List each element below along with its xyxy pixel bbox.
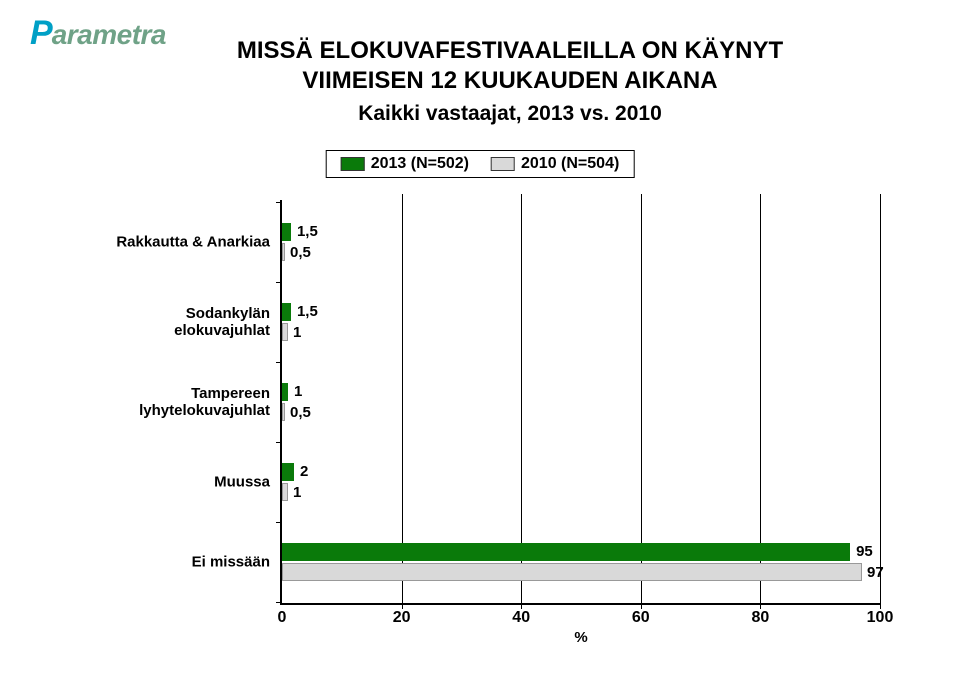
legend-label-b: 2010 (N=504) (521, 155, 619, 172)
legend-label-a: 2013 (N=502) (371, 155, 469, 172)
bar-series-a: 2 (282, 463, 294, 481)
x-tick-label: 20 (393, 609, 411, 627)
bar-group: Muussa21 (282, 463, 880, 501)
bar-value-label: 2 (294, 463, 308, 481)
x-tick-label: 0 (278, 609, 287, 627)
x-tick-label: 100 (867, 609, 894, 627)
bar-value-label: 1 (287, 324, 301, 342)
category-label: Ei missään (100, 553, 270, 570)
bar-series-a: 95 (282, 543, 850, 561)
bar-value-label: 1 (288, 383, 302, 401)
bar-value-label: 1,5 (291, 223, 318, 241)
bar-group: Ei missään9597 (282, 543, 880, 581)
bar-series-a: 1,5 (282, 303, 291, 321)
legend: 2013 (N=502) 2010 (N=504) (326, 150, 635, 178)
gridline (880, 194, 881, 609)
category-label: Sodankylänelokuvajuhlat (100, 304, 270, 339)
bar-group: Sodankylänelokuvajuhlat1,51 (282, 303, 880, 341)
bar-series-b: 0,5 (282, 243, 285, 261)
bar-group: Rakkautta & Anarkiaa1,50,5 (282, 223, 880, 261)
swatch-icon (341, 157, 365, 171)
category-label: Muussa (100, 473, 270, 490)
bar-series-b: 0,5 (282, 403, 285, 421)
swatch-icon (491, 157, 515, 171)
subtitle: Kaikki vastaajat, 2013 vs. 2010 (120, 102, 900, 126)
x-tick-label: 40 (512, 609, 530, 627)
bar-series-a: 1 (282, 383, 288, 401)
x-tick-label: 60 (632, 609, 650, 627)
legend-item-b: 2010 (N=504) (491, 155, 619, 173)
bar-group: Tampereenlyhytelokuvajuhlat10,5 (282, 383, 880, 421)
bar-value-label: 97 (861, 564, 884, 582)
bar-value-label: 1 (287, 484, 301, 502)
logo-letter: P (30, 14, 52, 52)
bar-value-label: 1,5 (291, 303, 318, 321)
bar-value-label: 0,5 (284, 404, 311, 422)
bar-series-a: 1,5 (282, 223, 291, 241)
bar-series-b: 1 (282, 483, 288, 501)
category-label: Tampereenlyhytelokuvajuhlat (100, 384, 270, 419)
title-block: MISSÄ ELOKUVAFESTIVAALEILLA ON KÄYNYT VI… (120, 36, 900, 126)
bar-series-b: 97 (282, 563, 862, 581)
legend-item-a: 2013 (N=502) (341, 155, 469, 173)
category-label: Rakkautta & Anarkiaa (100, 233, 270, 250)
x-tick-label: 80 (751, 609, 769, 627)
bar-value-label: 95 (850, 543, 873, 561)
plot-area: % 020406080100Rakkautta & Anarkiaa1,50,5… (280, 200, 880, 605)
title-line1: MISSÄ ELOKUVAFESTIVAALEILLA ON KÄYNYT (120, 36, 900, 66)
x-axis-label: % (574, 629, 587, 646)
bar-value-label: 0,5 (284, 244, 311, 262)
chart: % 0 20 40 60 80 100 Rakkautta & Anarkiaa 1,5 0,5… (100, 200, 900, 645)
title-line2: VIIMEISEN 12 KUUKAUDEN AIKANA (120, 66, 900, 96)
bar-series-b: 1 (282, 323, 288, 341)
